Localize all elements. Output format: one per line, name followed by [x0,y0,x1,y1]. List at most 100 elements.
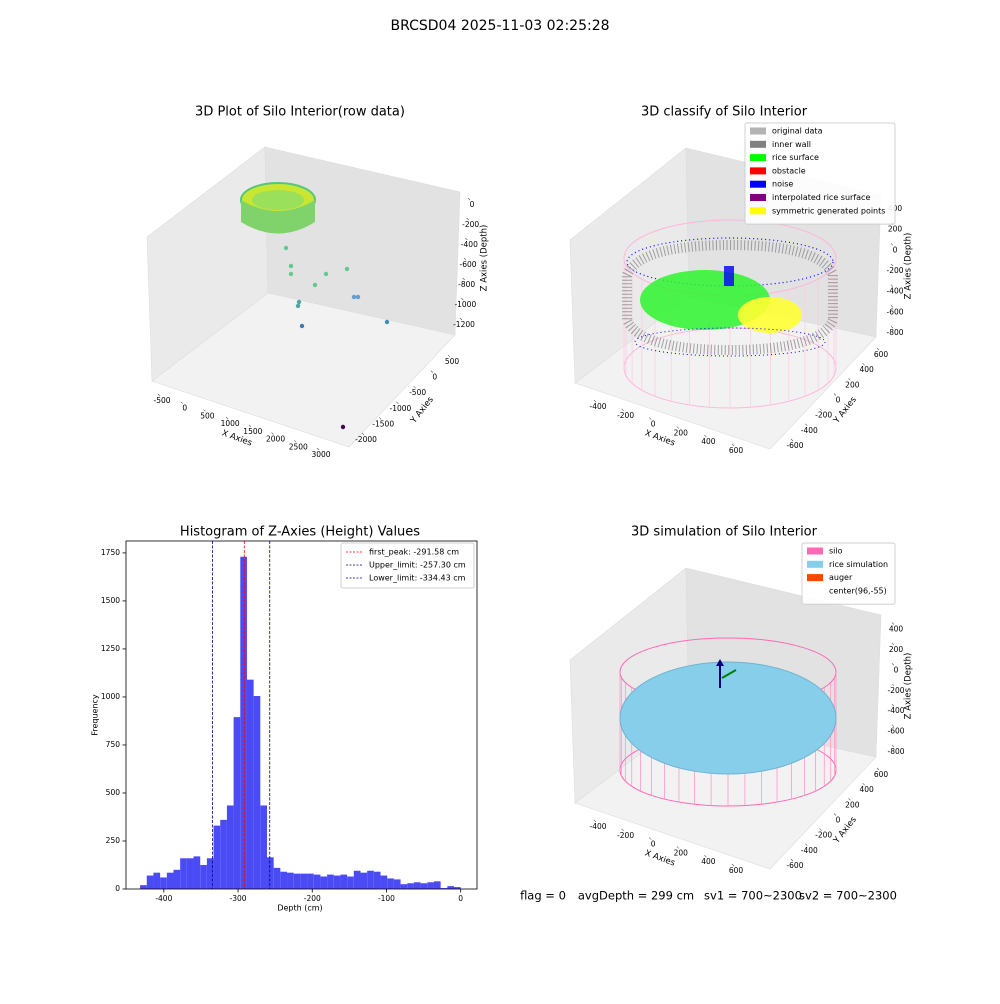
bar [206,858,214,889]
z-tick [891,622,895,625]
z-tick-label: 0 [894,665,899,674]
y-tick [833,813,837,816]
x-tick [648,417,652,420]
legend-box [801,542,896,605]
y-tick [790,858,794,862]
z-tick-label: -200 [887,686,904,695]
bar [373,871,381,889]
x-tick [676,846,680,849]
z-tick-label: 200 [889,645,904,654]
bar [453,887,461,889]
decor-point [355,294,361,300]
bar [333,875,341,889]
y-tick-label: 1000 [101,692,120,701]
status-depth: avgDepth = 299 cm [578,889,694,903]
axes-frame [125,540,478,890]
y-tick [833,393,837,396]
y-tick-label: 400 [860,365,875,374]
x-tick [704,434,707,438]
x-tick [225,416,229,420]
y-tick-label: -600 [786,441,803,450]
z-tick [463,257,467,261]
y-tick-label: 600 [874,770,889,779]
x-tick-label: 200 [674,848,689,857]
legend-patch [750,127,766,135]
decor-point [351,294,357,300]
y-tick-label: 0 [115,884,120,893]
y-tick [396,401,399,405]
bar [226,805,234,889]
y-tick [876,767,880,771]
decor-rice [640,270,770,330]
x-tick [593,399,597,403]
x-tick [203,409,206,412]
y-tick [848,798,851,801]
x-tick-label: 0 [651,840,656,849]
x-tick-label: 0 [182,404,187,413]
z-tick-label: -200 [462,220,479,229]
y-tick [819,408,822,411]
x-tick-label: 1500 [243,427,262,436]
y-tick [361,432,365,436]
y-tick-label: 1500 [101,596,120,605]
x-tick-label: -300 [230,894,247,903]
x-tick [731,443,735,447]
x-tick [294,440,297,443]
chart-title: 3D classify of Silo Interior [641,105,808,120]
y-tick [790,438,794,442]
x-tick [157,393,161,397]
z-tick [462,277,465,281]
x-tick-label: 400 [701,857,716,866]
figure-title: BRCSD04 2025-11-03 02:25:28 [390,18,609,34]
y-tick [876,347,880,351]
pane [151,292,456,448]
y-tick [413,386,416,389]
decor-ring [252,190,304,210]
bar [293,873,301,889]
y-tick-label: 1250 [101,644,120,653]
legend-label: Lower_limit: -334.43 cm [369,574,466,583]
z-tick-label: -1200 [453,320,475,329]
x-tick-label: 2500 [289,442,308,451]
bar [400,884,408,889]
legend-patch [807,560,823,568]
z-tick [891,744,895,748]
decor-point [323,271,329,277]
decor-point [299,323,305,329]
x-tick-label: 0 [651,420,656,429]
bar [220,819,227,889]
bar [327,874,334,889]
decor-point [312,282,318,288]
bar [233,717,241,889]
decor-ring [241,200,315,234]
legend-patch [750,167,766,175]
bar [200,864,207,889]
z-tick [890,243,894,246]
decor-point [296,299,302,305]
bar [180,858,187,889]
legend-label: inner wall [772,140,811,149]
z-tick [890,263,894,267]
x-tick [621,408,624,412]
legend-label: symmetric generated points [772,206,885,215]
chart-title: Histogram of Z-Axies (Height) Values [180,525,420,540]
status-flag: flag = 0 [520,889,566,903]
legend-box [340,542,475,589]
bar [166,872,174,889]
decor-sym [738,297,802,333]
z-tick [891,642,895,646]
bar [433,881,441,889]
z-tick [890,325,894,329]
bar [353,870,361,889]
z-tick-label: -800 [886,328,903,337]
y-tick-label: 250 [106,836,121,845]
bar [146,875,154,889]
y-tick-label: -200 [815,831,832,840]
bar [360,872,368,889]
x-tick-label: -400 [589,402,606,411]
y-tick [848,378,851,381]
decor-point [384,319,390,325]
legend-label: original data [772,127,823,136]
bar [420,883,428,889]
